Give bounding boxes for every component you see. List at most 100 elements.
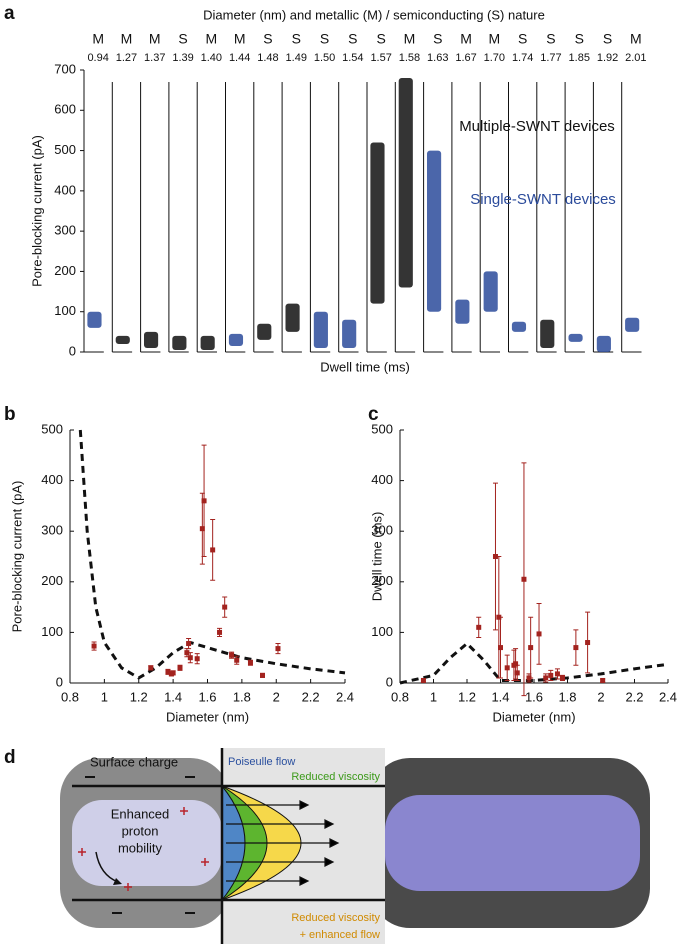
x-tick-label: 1.4 — [491, 689, 509, 704]
data-point — [514, 670, 520, 676]
y-tick-label: 200 — [41, 573, 63, 588]
data-point — [559, 675, 565, 681]
data-point — [229, 652, 235, 658]
arrow-head — [113, 878, 122, 885]
diameter-label: 1.67 — [455, 52, 476, 64]
y-tick-label: 500 — [41, 421, 63, 436]
diameter-label: 1.85 — [569, 52, 590, 64]
nature-label: S — [603, 31, 612, 47]
y-tick-label: 0 — [386, 674, 393, 689]
nature-label: S — [518, 31, 527, 47]
x-tick-label: 0.8 — [61, 689, 79, 704]
data-point — [247, 660, 253, 666]
nature-label: M — [404, 31, 416, 47]
y-tick-label: 300 — [371, 523, 393, 538]
data-point — [420, 677, 426, 683]
diameter-label: 1.58 — [399, 52, 420, 64]
chart-title: Diameter (nm) and metallic (M) / semicon… — [203, 7, 545, 22]
data-point — [148, 665, 154, 671]
diameter-label: 1.50 — [314, 52, 335, 64]
x-tick-label: 2 — [597, 689, 604, 704]
current-range — [115, 335, 130, 344]
x-axis-label: Diameter (nm) — [166, 709, 249, 724]
diameter-label: 1.74 — [512, 52, 533, 64]
data-point — [210, 547, 216, 553]
nature-label: S — [348, 31, 357, 47]
x-axis-label: Dwell time (ms) — [320, 359, 410, 374]
data-point — [548, 672, 554, 678]
data-point — [543, 675, 549, 681]
y-tick-label: 500 — [371, 421, 393, 436]
nature-label: S — [575, 31, 584, 47]
nature-label: M — [630, 31, 642, 47]
current-range — [511, 321, 527, 332]
current-range — [342, 319, 357, 348]
plus-signs — [78, 807, 209, 891]
diameter-label: 1.44 — [229, 52, 250, 64]
current-range — [540, 319, 555, 348]
combined-label: Reduced viscosity — [291, 912, 380, 924]
data-point — [600, 677, 606, 683]
nature-label: S — [320, 31, 329, 47]
current-range — [455, 299, 470, 324]
panel-letter: d — [4, 747, 16, 768]
data-point — [476, 624, 482, 630]
proton-label: Enhanced — [111, 806, 170, 821]
x-tick-label: 1 — [101, 689, 108, 704]
x-tick-label: 0.8 — [391, 689, 409, 704]
diameter-label: 1.54 — [342, 52, 363, 64]
water-column — [385, 795, 640, 891]
current-range — [483, 271, 498, 312]
surface-charge-label: Surface charge — [90, 754, 178, 769]
data-point — [573, 645, 579, 651]
x-tick-label: 1.2 — [130, 689, 148, 704]
data-point — [528, 645, 534, 651]
data-point — [199, 526, 205, 532]
data-point — [498, 645, 503, 651]
x-tick-label: 2.4 — [336, 689, 354, 704]
y-tick-label: 100 — [54, 303, 76, 318]
data-point — [170, 670, 176, 676]
diameter-label: 1.77 — [540, 52, 561, 64]
y-tick-label: 600 — [54, 102, 76, 117]
viscosity-label: Reduced viscosity — [291, 771, 380, 783]
current-range — [568, 333, 583, 342]
model-curve — [78, 429, 346, 680]
y-axis-label: Pore-blocking current (pA) — [9, 481, 24, 633]
panel-letter: a — [4, 3, 15, 24]
diameter-label: 1.37 — [144, 52, 165, 64]
data-point — [165, 669, 171, 675]
y-tick-label: 400 — [54, 182, 76, 197]
diameter-label: 1.57 — [370, 52, 391, 64]
y-tick-label: 700 — [54, 61, 76, 76]
legend-label: Single-SWNT devices — [470, 191, 616, 208]
nature-label: S — [546, 31, 555, 47]
diameter-label: 2.01 — [625, 52, 646, 64]
current-range — [398, 78, 413, 288]
current-range — [596, 335, 611, 352]
data-point — [184, 650, 190, 656]
x-tick-label: 1.2 — [458, 689, 476, 704]
data-point — [194, 656, 200, 662]
nature-label: M — [149, 31, 161, 47]
proton-label: mobility — [118, 840, 163, 855]
diameter-label: 1.39 — [172, 52, 193, 64]
nanotube-diagram — [60, 748, 650, 944]
data-point — [217, 629, 223, 635]
current-range — [426, 150, 442, 312]
current-range — [285, 303, 300, 332]
data-point — [513, 661, 519, 667]
poiseuille-label: Poiseulle flow — [228, 756, 295, 768]
flow-arrows — [226, 800, 340, 886]
diameter-label: 1.48 — [257, 52, 278, 64]
water-column — [72, 800, 222, 886]
data-point — [492, 554, 498, 559]
x-tick-label: 2.2 — [625, 689, 643, 704]
nature-label: S — [263, 31, 272, 47]
current-range — [172, 335, 187, 350]
x-tick-label: 1.8 — [558, 689, 576, 704]
data-point — [187, 655, 193, 661]
current-range — [200, 335, 215, 350]
x-tick-label: 2.4 — [659, 689, 677, 704]
